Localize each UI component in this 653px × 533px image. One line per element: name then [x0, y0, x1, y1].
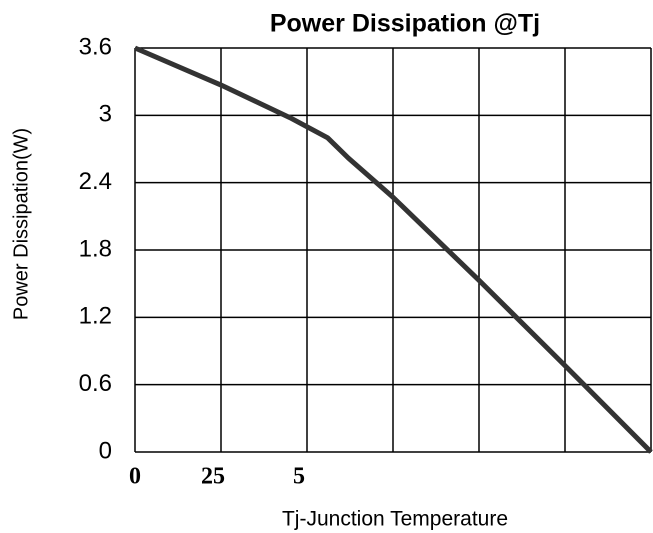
y-tick-label: 1.8 — [79, 235, 112, 262]
data-line — [134, 45, 653, 454]
x-tick-label: 0 — [129, 464, 141, 490]
y-tick-label: 3.6 — [79, 33, 112, 60]
y-tick-label: 2.4 — [79, 168, 112, 195]
x-tick-label: 25 — [201, 464, 225, 490]
x-axis-label: Tj-Junction Temperature — [282, 508, 508, 531]
chart-title: Power Dissipation @Tj — [270, 10, 540, 38]
y-axis-label: Power Dissipation(W) — [10, 128, 32, 320]
x-tick-label: 5 — [293, 464, 305, 490]
y-tick-label: 1.2 — [79, 303, 112, 330]
y-tick-label: 0.6 — [79, 370, 112, 397]
y-tick-label: 0 — [99, 437, 112, 464]
y-tick-label: 3 — [99, 101, 112, 128]
